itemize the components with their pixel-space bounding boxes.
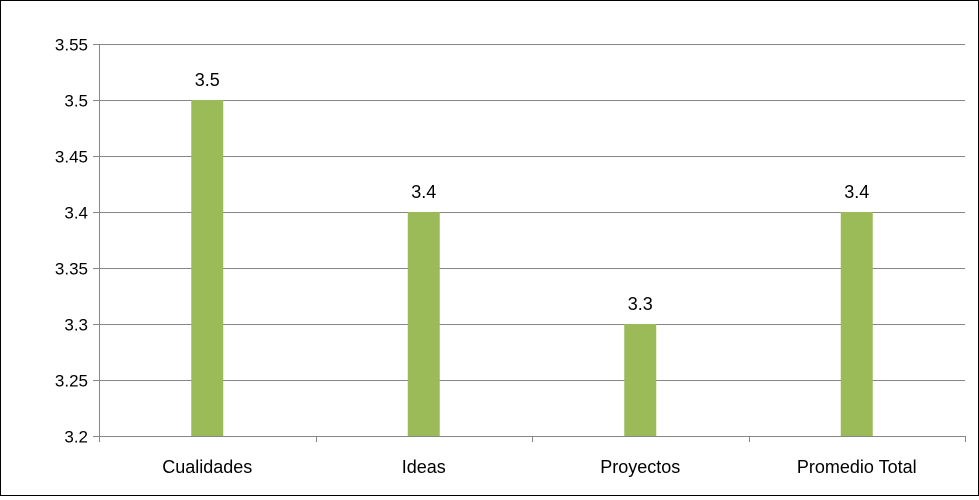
bar-ideas (407, 212, 440, 436)
bars (191, 100, 873, 436)
data-label: 3.4 (411, 182, 436, 202)
y-tick-label: 3.45 (55, 148, 88, 167)
data-label: 3.3 (628, 294, 653, 314)
data-labels: 3.5 3.4 3.3 3.4 (195, 70, 870, 314)
x-tick-label: Proyectos (600, 457, 680, 477)
x-axis-tick-labels: Cualidades Ideas Proyectos Promedio Total (162, 457, 916, 477)
data-label: 3.4 (844, 182, 869, 202)
y-tick-label: 3.4 (64, 204, 88, 223)
y-tick-label: 3.5 (64, 92, 88, 111)
data-label: 3.5 (195, 70, 220, 90)
y-tick-label: 3.2 (64, 428, 88, 447)
y-tick-label: 3.3 (64, 316, 88, 335)
bar-proyectos (624, 324, 657, 436)
x-tick-label: Cualidades (162, 457, 252, 477)
y-axis-tick-labels: 3.2 3.25 3.3 3.35 3.4 3.45 3.5 3.55 (55, 36, 88, 447)
y-tick-label: 3.25 (55, 372, 88, 391)
bar-cualidades (191, 100, 224, 436)
gridlines (93, 44, 965, 437)
y-tick-label: 3.55 (55, 36, 88, 55)
bar-promedio-total (840, 212, 873, 436)
x-tick-label: Promedio Total (797, 457, 917, 477)
axes (93, 44, 966, 442)
y-tick-label: 3.35 (55, 260, 88, 279)
x-tick-label: Ideas (402, 457, 446, 477)
